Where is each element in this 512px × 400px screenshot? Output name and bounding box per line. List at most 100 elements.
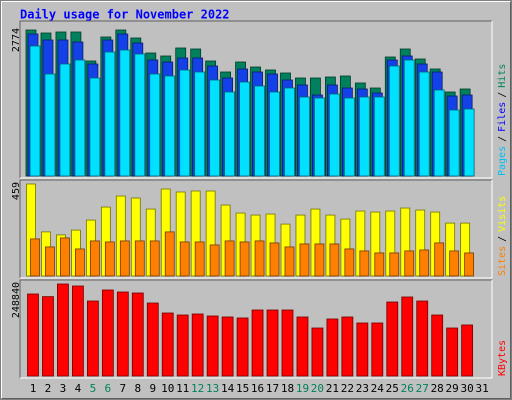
x-tick-label: 12 bbox=[191, 382, 204, 395]
bar bbox=[30, 238, 40, 277]
frame-light bbox=[20, 180, 493, 279]
x-tick-label: 27 bbox=[416, 382, 429, 395]
bar bbox=[134, 53, 146, 177]
bar bbox=[434, 242, 445, 277]
bar bbox=[57, 283, 69, 377]
legend-separator: / bbox=[497, 236, 508, 242]
bar bbox=[388, 65, 400, 177]
bar bbox=[254, 85, 265, 177]
bar bbox=[59, 63, 71, 177]
frame-dark bbox=[19, 179, 492, 278]
legend-label: Hits bbox=[497, 64, 508, 88]
bar bbox=[269, 242, 280, 277]
x-tick-label: 13 bbox=[206, 382, 219, 395]
x-tick-label: 5 bbox=[90, 382, 97, 395]
legend: Pages / Files / Hits bbox=[497, 64, 508, 176]
bar bbox=[179, 69, 191, 177]
x-tick-label: 23 bbox=[356, 382, 369, 395]
bar bbox=[356, 322, 369, 377]
bar bbox=[446, 327, 459, 377]
bar bbox=[42, 296, 54, 377]
legend-label: Pages bbox=[497, 146, 508, 176]
bar bbox=[29, 45, 41, 177]
bar bbox=[358, 96, 370, 177]
x-tick-label: 4 bbox=[75, 382, 82, 395]
bar bbox=[44, 73, 56, 177]
bar bbox=[101, 289, 114, 377]
bar bbox=[401, 296, 414, 377]
bar bbox=[194, 71, 206, 177]
bar bbox=[251, 309, 264, 377]
bar bbox=[89, 77, 101, 177]
bar bbox=[209, 79, 221, 177]
bar bbox=[299, 96, 310, 177]
bar bbox=[236, 317, 249, 377]
x-tick-label: 19 bbox=[296, 382, 309, 395]
x-tick-label: 7 bbox=[120, 382, 127, 395]
chart-title: Daily usage for November 2022 bbox=[20, 8, 230, 22]
bar bbox=[463, 108, 475, 177]
bar bbox=[72, 285, 84, 377]
x-tick-label: 3 bbox=[60, 382, 67, 395]
bar bbox=[329, 243, 340, 277]
x-tick-label: 6 bbox=[105, 382, 112, 395]
bar bbox=[86, 300, 99, 377]
y-tick-label: 2774 bbox=[11, 28, 22, 52]
bar bbox=[373, 96, 385, 177]
bar bbox=[104, 51, 116, 177]
bar bbox=[146, 302, 159, 377]
x-tick-label: 10 bbox=[161, 382, 174, 395]
bar bbox=[45, 246, 55, 277]
frame-dark bbox=[19, 20, 492, 178]
bar bbox=[164, 75, 176, 177]
bar bbox=[314, 97, 325, 177]
bar bbox=[119, 49, 131, 177]
bar bbox=[176, 314, 189, 377]
bar bbox=[239, 81, 250, 177]
x-tick-label: 25 bbox=[386, 382, 399, 395]
bar bbox=[221, 316, 234, 377]
bar bbox=[418, 71, 430, 177]
legend: Sites / Visits bbox=[497, 196, 508, 276]
bar bbox=[461, 324, 474, 377]
x-tick-label: 18 bbox=[281, 382, 294, 395]
bar bbox=[403, 59, 415, 177]
x-tick-label: 11 bbox=[176, 382, 189, 395]
bar bbox=[239, 241, 250, 277]
bar bbox=[134, 240, 145, 277]
bar bbox=[344, 248, 355, 277]
legend-label: Sites bbox=[497, 246, 508, 276]
x-tick-label: 8 bbox=[134, 382, 141, 395]
bar bbox=[74, 59, 86, 177]
bar bbox=[464, 252, 475, 277]
frame-light bbox=[20, 21, 493, 179]
bar bbox=[404, 250, 415, 277]
bar bbox=[89, 240, 100, 277]
legend-label: KBytes bbox=[497, 340, 508, 376]
bar bbox=[326, 318, 339, 377]
bar bbox=[389, 252, 400, 277]
bar bbox=[191, 313, 204, 377]
bar bbox=[131, 292, 144, 377]
x-tick-label: 29 bbox=[446, 382, 459, 395]
bar bbox=[386, 301, 399, 377]
bar bbox=[343, 97, 355, 177]
x-tick-label: 1 bbox=[30, 382, 37, 395]
y-tick-label: 459 bbox=[11, 182, 22, 200]
bar bbox=[341, 316, 354, 377]
bar bbox=[328, 93, 340, 177]
bar bbox=[119, 240, 130, 277]
bar bbox=[284, 246, 295, 277]
x-tick-label: 22 bbox=[341, 382, 354, 395]
bar bbox=[416, 300, 429, 377]
bar bbox=[433, 89, 445, 177]
bar bbox=[359, 250, 370, 277]
bar bbox=[448, 109, 460, 177]
x-tick-label: 15 bbox=[236, 382, 249, 395]
y-tick-label: 248840 bbox=[11, 282, 22, 318]
bar bbox=[75, 248, 85, 277]
bar bbox=[311, 327, 324, 377]
bar bbox=[269, 91, 280, 177]
